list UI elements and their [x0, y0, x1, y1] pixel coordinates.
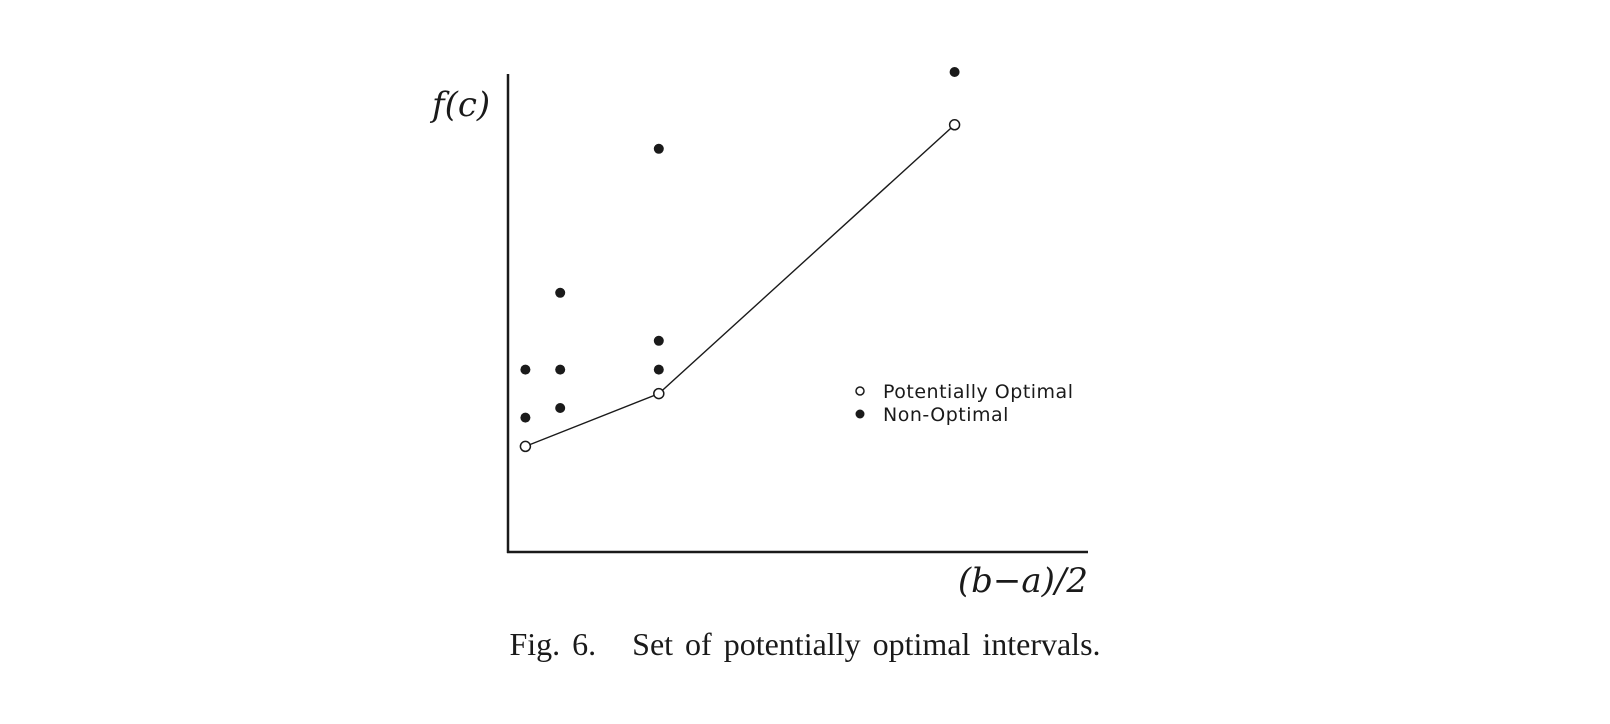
non-optimal-point-7	[653, 143, 664, 154]
x-axis-label: (b−a)/2	[958, 561, 1088, 601]
points-layer	[519, 67, 961, 453]
legend: Potentially Optimal Non-Optimal	[855, 381, 1073, 426]
non-optimal-point-6	[653, 335, 664, 346]
non-optimal-point-1	[520, 364, 531, 375]
non-optimal-point-0	[520, 412, 531, 423]
non-optimal-point-8	[949, 67, 960, 77]
potentially-optimal-point-2	[948, 119, 961, 131]
legend-entry-non-optimal: Non-Optimal	[883, 404, 1009, 426]
legend-entry-potentially-optimal: Potentially Optimal	[883, 381, 1073, 403]
non-optimal-point-5	[653, 364, 664, 375]
non-optimal-point-2	[555, 403, 566, 413]
non-optimal-point-3	[555, 364, 566, 375]
potentially-optimal-point-0	[519, 440, 532, 453]
potentially-optimal-point-1	[653, 387, 665, 400]
figure-caption: Fig. 6. Set of potentially optimal inter…	[509, 626, 1101, 662]
y-axis-label: f(c)	[429, 85, 490, 125]
non-optimal-point-4	[555, 287, 566, 298]
legend-filled-circle-icon	[855, 409, 865, 419]
legend-open-circle-icon	[855, 386, 865, 396]
